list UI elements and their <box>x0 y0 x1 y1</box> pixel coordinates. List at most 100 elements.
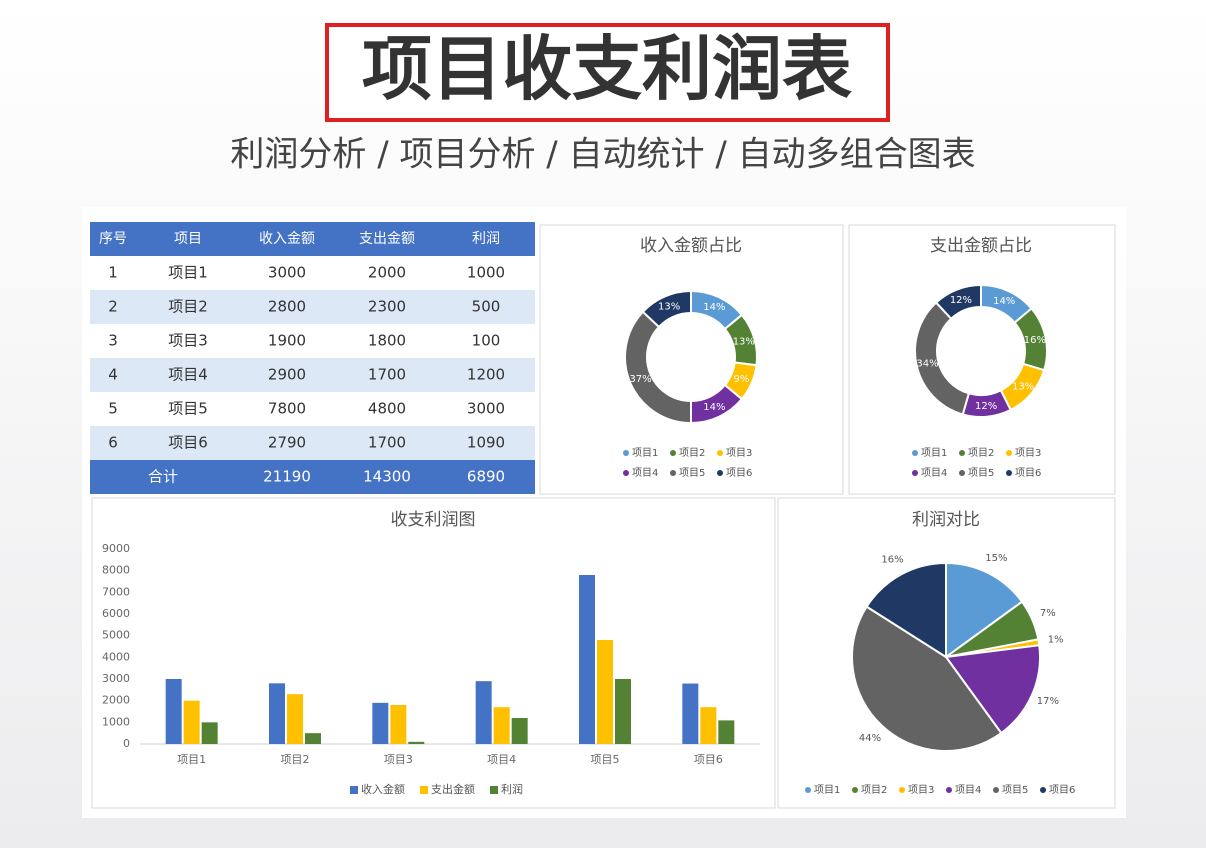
data-label: 37% <box>629 374 651 385</box>
table-cell: 2300 <box>368 298 406 316</box>
legend-label: 支出金额 <box>431 782 475 796</box>
panel <box>848 224 1116 495</box>
data-label: 12% <box>950 295 972 306</box>
legend-label: 项目3 <box>908 784 934 796</box>
pie-slice <box>851 605 1003 752</box>
table-cell: 3 <box>108 332 118 350</box>
table-row-bg <box>90 256 535 290</box>
table-header: 收入金额 <box>259 231 315 247</box>
data-label: 13% <box>733 337 755 348</box>
chart-title: 收入金额占比 <box>640 236 742 256</box>
page-title: 项目收支利润表 <box>362 28 852 110</box>
pie-slice <box>944 644 1041 735</box>
legend-marker <box>959 470 965 476</box>
legend-marker <box>912 470 918 476</box>
legend-label: 项目6 <box>1049 784 1075 796</box>
pie-slice <box>945 561 1024 659</box>
legend-label: 项目2 <box>679 447 705 459</box>
table-total: 21190 <box>263 468 311 486</box>
data-label: 16% <box>1024 335 1046 346</box>
legend-marker <box>623 450 629 456</box>
data-label: 13% <box>1012 381 1034 392</box>
table-cell: 2 <box>108 298 118 316</box>
legend-marker <box>993 787 999 793</box>
legend-label: 项目4 <box>955 784 981 796</box>
table-cell: 2900 <box>268 366 306 384</box>
data-label: 14% <box>993 296 1015 307</box>
data-label: 44% <box>859 733 881 744</box>
data-label: 17% <box>1037 696 1059 707</box>
table-cell: 1800 <box>368 332 406 350</box>
panel <box>91 497 776 809</box>
table-cell: 7800 <box>268 400 306 418</box>
bar <box>269 683 285 744</box>
bar <box>579 575 595 744</box>
data-label: 14% <box>703 302 725 313</box>
legend-marker <box>1006 450 1012 456</box>
table-row-bg <box>90 392 535 426</box>
page-subtitle: 利润分析 / 项目分析 / 自动统计 / 自动多组合图表 <box>230 135 975 175</box>
table-cell: 1700 <box>368 434 406 452</box>
bar <box>511 718 528 744</box>
bar <box>390 705 407 744</box>
panel <box>539 224 844 495</box>
chart-title: 支出金额占比 <box>930 236 1032 256</box>
data-label: 9% <box>734 374 750 385</box>
table-cell: 3000 <box>268 264 306 282</box>
table-cell: 项目2 <box>168 298 208 316</box>
bar <box>475 681 492 744</box>
legend-marker <box>912 450 918 456</box>
bar <box>201 722 218 744</box>
data-label: 12% <box>975 401 997 412</box>
data-label: 1% <box>1048 635 1064 646</box>
table-cell: 1000 <box>467 264 505 282</box>
table-cell: 5 <box>108 400 118 418</box>
bar <box>682 683 699 744</box>
title-box <box>325 23 890 122</box>
table-cell: 6 <box>108 434 118 452</box>
table-row-bg <box>90 358 535 392</box>
table-cell: 项目1 <box>168 264 208 282</box>
table-cell: 1700 <box>368 366 406 384</box>
legend-marker <box>670 450 676 456</box>
bar <box>615 679 631 744</box>
y-tick-label: 2000 <box>102 694 130 707</box>
x-tick-label: 项目4 <box>487 753 516 766</box>
table-cell: 1 <box>108 264 118 282</box>
pie-slice <box>865 561 947 659</box>
legend-marker <box>899 787 905 793</box>
y-tick-label: 0 <box>123 737 130 750</box>
bar <box>597 640 613 744</box>
data-label: 15% <box>985 553 1007 564</box>
y-tick-label: 3000 <box>102 672 130 685</box>
x-tick-label: 项目1 <box>177 753 206 766</box>
legend-marker <box>852 787 858 793</box>
y-tick-label: 1000 <box>102 715 130 728</box>
legend-label: 项目2 <box>968 447 994 459</box>
bar <box>700 707 717 744</box>
data-label: 7% <box>1040 608 1056 619</box>
table-row-bg <box>90 324 535 358</box>
table-cell: 1090 <box>467 434 505 452</box>
table-total: 合计 <box>148 468 178 486</box>
bar <box>165 679 182 744</box>
x-tick-label: 项目5 <box>591 753 620 766</box>
legend-label: 项目5 <box>968 467 994 479</box>
data-label: 14% <box>703 402 725 413</box>
legend-marker <box>350 786 358 794</box>
chart-title: 利润对比 <box>912 510 980 530</box>
legend-label: 项目6 <box>726 467 752 479</box>
table-cell: 500 <box>472 298 501 316</box>
legend-label: 项目5 <box>679 467 705 479</box>
legend-marker <box>717 470 723 476</box>
legend-marker <box>623 470 629 476</box>
donut-slice <box>641 289 692 329</box>
legend-label: 项目4 <box>921 467 947 479</box>
data-label: 34% <box>916 359 938 370</box>
table-total: 14300 <box>363 468 411 486</box>
legend-label: 利润 <box>501 782 523 796</box>
chart-title: 收支利润图 <box>391 510 476 530</box>
legend-label: 项目6 <box>1015 467 1041 479</box>
legend-marker <box>420 786 428 794</box>
